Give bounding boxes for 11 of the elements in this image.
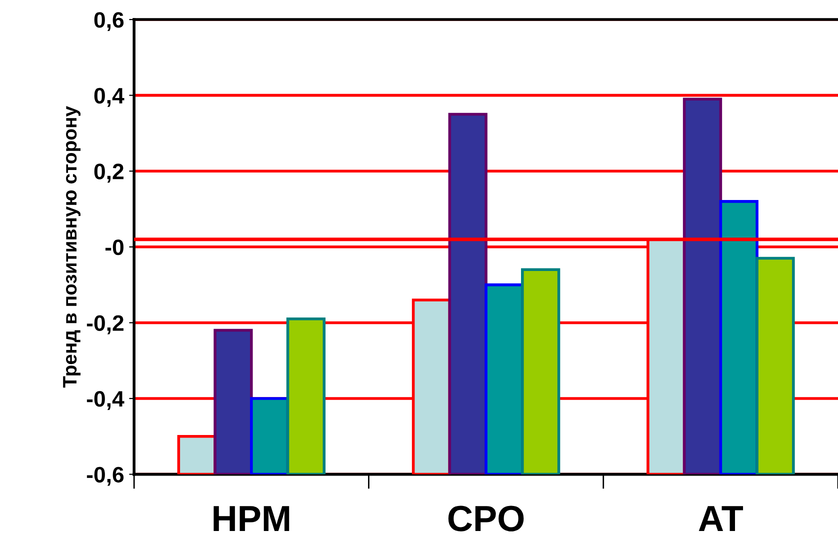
x-tick-label: HPM: [214, 506, 290, 532]
y-tick-label: -0: [105, 239, 124, 256]
y-tick-label: 0,2: [94, 164, 124, 183]
y-tick-label: -0,4: [86, 391, 124, 410]
y-tick-label: 0,4: [94, 88, 124, 107]
y-tick-label: 0,6: [94, 12, 124, 32]
x-tick-label: CPO: [448, 506, 524, 532]
x-tick-label: AT: [698, 506, 744, 532]
y-tick-label: -0,6: [86, 466, 124, 486]
y-tick-label: -0,2: [86, 315, 124, 334]
y-axis-title: Тренд в позитивную сторону: [63, 106, 81, 388]
